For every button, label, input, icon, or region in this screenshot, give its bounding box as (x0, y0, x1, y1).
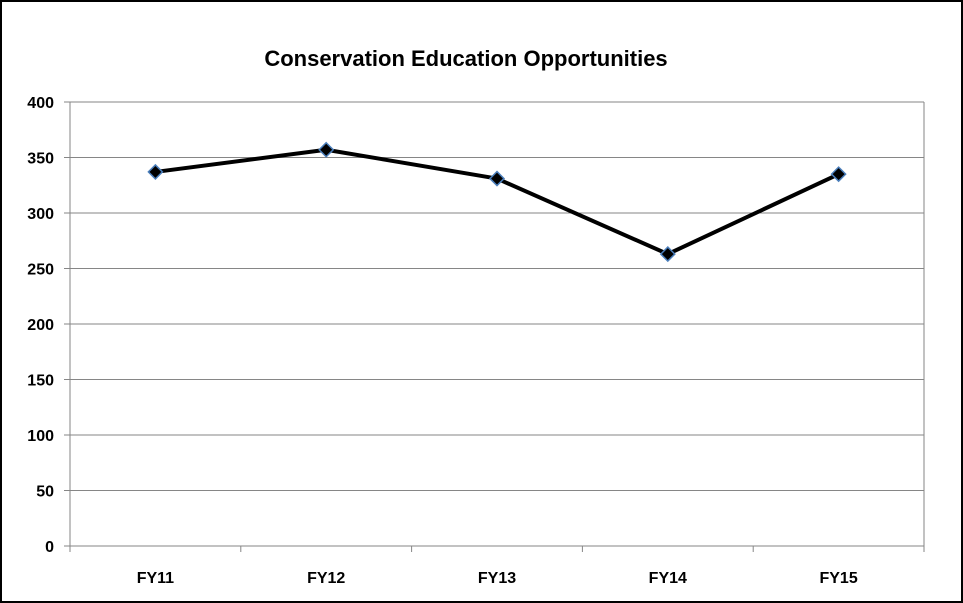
gridlines (70, 101, 924, 491)
y-tick-label: 350 (27, 151, 54, 168)
y-tick-label: 100 (27, 428, 54, 445)
x-tick-label: FY15 (819, 570, 857, 587)
series-line (155, 147, 840, 257)
y-tick-label: 50 (36, 484, 54, 501)
data-point-marker (830, 166, 847, 183)
x-tick-labels: FY11 FY12 FY13 FY14 FY15 (137, 570, 858, 587)
x-tick-label: FY12 (307, 570, 345, 587)
series-line-layer (155, 147, 840, 257)
y-tick-label: 250 (27, 262, 54, 279)
x-tick-label: FY14 (649, 570, 687, 587)
y-tick-label: 200 (27, 317, 54, 334)
y-tick-label: 300 (27, 206, 54, 223)
x-tick-label: FY13 (478, 570, 516, 587)
x-tick-label: FY11 (137, 570, 174, 587)
data-point-marker (488, 170, 506, 187)
chart-title: Conservation Education Opportunities (264, 46, 667, 71)
y-tick-labels: 0 50 100 150 200 250 300 350 400 (27, 95, 54, 556)
data-markers (147, 141, 847, 263)
axes (64, 101, 925, 552)
y-tick-label: 400 (27, 95, 54, 112)
data-point-marker (147, 163, 164, 180)
y-tick-label: 150 (27, 373, 54, 390)
data-point-marker (318, 141, 335, 158)
data-point-marker (659, 246, 676, 263)
y-tick-label: 0 (45, 539, 54, 556)
